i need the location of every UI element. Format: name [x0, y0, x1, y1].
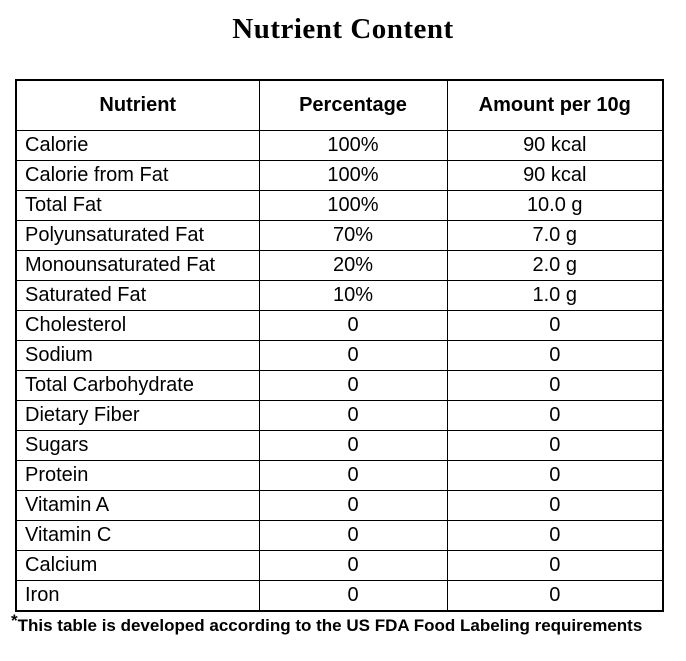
nutrient-cell: Protein	[15, 460, 260, 491]
column-header-amount: Amount per 10g	[446, 79, 664, 131]
table-row: Sugars 0 0	[15, 430, 664, 461]
amount-cell: 0	[446, 580, 664, 612]
table-row: Protein 0 0	[15, 460, 664, 491]
amount-cell: 7.0 g	[446, 220, 664, 251]
percentage-cell: 100%	[258, 190, 448, 221]
percentage-cell: 0	[258, 370, 448, 401]
footnote-text: This table is developed according to the…	[17, 616, 643, 635]
table-row: Sodium 0 0	[15, 340, 664, 371]
column-header-percentage: Percentage	[258, 79, 448, 131]
percentage-cell: 10%	[258, 280, 448, 311]
table-row: Calorie 100% 90 kcal	[15, 130, 664, 161]
table-row: Saturated Fat 10% 1.0 g	[15, 280, 664, 311]
amount-cell: 0	[446, 520, 664, 551]
nutrition-document: Nutrient Content Nutrient Percentage Amo…	[0, 12, 686, 661]
amount-cell: 0	[446, 370, 664, 401]
percentage-cell: 70%	[258, 220, 448, 251]
table-row: Total Carbohydrate 0 0	[15, 370, 664, 401]
amount-cell: 2.0 g	[446, 250, 664, 281]
percentage-cell: 100%	[258, 130, 448, 161]
table-row: Polyunsaturated Fat 70% 7.0 g	[15, 220, 664, 251]
nutrient-cell: Vitamin C	[15, 520, 260, 551]
table-row: Iron 0 0	[15, 580, 664, 612]
footnote: *This table is developed according to th…	[11, 612, 686, 636]
amount-cell: 0	[446, 550, 664, 581]
percentage-cell: 0	[258, 550, 448, 581]
nutrient-cell: Total Fat	[15, 190, 260, 221]
amount-cell: 0	[446, 310, 664, 341]
table-body: Calorie 100% 90 kcal Calorie from Fat 100% 90…	[15, 130, 664, 612]
percentage-cell: 0	[258, 580, 448, 612]
nutrient-cell: Sugars	[15, 430, 260, 461]
percentage-cell: 100%	[258, 160, 448, 191]
table-row: Dietary Fiber 0 0	[15, 400, 664, 431]
nutrient-cell: Calorie from Fat	[15, 160, 260, 191]
nutrient-cell: Monounsaturated Fat	[15, 250, 260, 281]
table-row: Calcium 0 0	[15, 550, 664, 581]
amount-cell: 1.0 g	[446, 280, 664, 311]
nutrient-cell: Calcium	[15, 550, 260, 581]
table-header-row: Nutrient Percentage Amount per 10g	[15, 79, 664, 131]
footnote-asterisk-icon: *	[11, 611, 18, 630]
nutrient-cell: Calorie	[15, 130, 260, 161]
nutrient-cell: Total Carbohydrate	[15, 370, 260, 401]
page-title: Nutrient Content	[232, 13, 454, 45]
amount-cell: 10.0 g	[446, 190, 664, 221]
amount-cell: 0	[446, 400, 664, 431]
nutrient-cell: Cholesterol	[15, 310, 260, 341]
amount-cell: 0	[446, 490, 664, 521]
percentage-cell: 0	[258, 520, 448, 551]
amount-cell: 0	[446, 430, 664, 461]
table-row: Cholesterol 0 0	[15, 310, 664, 341]
nutrient-cell: Polyunsaturated Fat	[15, 220, 260, 251]
percentage-cell: 0	[258, 490, 448, 521]
nutrient-cell: Dietary Fiber	[15, 400, 260, 431]
nutrient-cell: Vitamin A	[15, 490, 260, 521]
table-row: Calorie from Fat 100% 90 kcal	[15, 160, 664, 191]
nutrient-cell: Sodium	[15, 340, 260, 371]
table-row: Monounsaturated Fat 20% 2.0 g	[15, 250, 664, 281]
percentage-cell: 0	[258, 340, 448, 371]
percentage-cell: 0	[258, 400, 448, 431]
amount-cell: 90 kcal	[446, 130, 664, 161]
nutrient-cell: Saturated Fat	[15, 280, 260, 311]
column-header-nutrient: Nutrient	[15, 79, 260, 131]
amount-cell: 90 kcal	[446, 160, 664, 191]
amount-cell: 0	[446, 340, 664, 371]
nutrient-table: Nutrient Percentage Amount per 10g Calor…	[15, 79, 664, 612]
percentage-cell: 20%	[258, 250, 448, 281]
percentage-cell: 0	[258, 430, 448, 461]
percentage-cell: 0	[258, 460, 448, 491]
table-row: Total Fat 100% 10.0 g	[15, 190, 664, 221]
amount-cell: 0	[446, 460, 664, 491]
percentage-cell: 0	[258, 310, 448, 341]
nutrient-cell: Iron	[15, 580, 260, 612]
